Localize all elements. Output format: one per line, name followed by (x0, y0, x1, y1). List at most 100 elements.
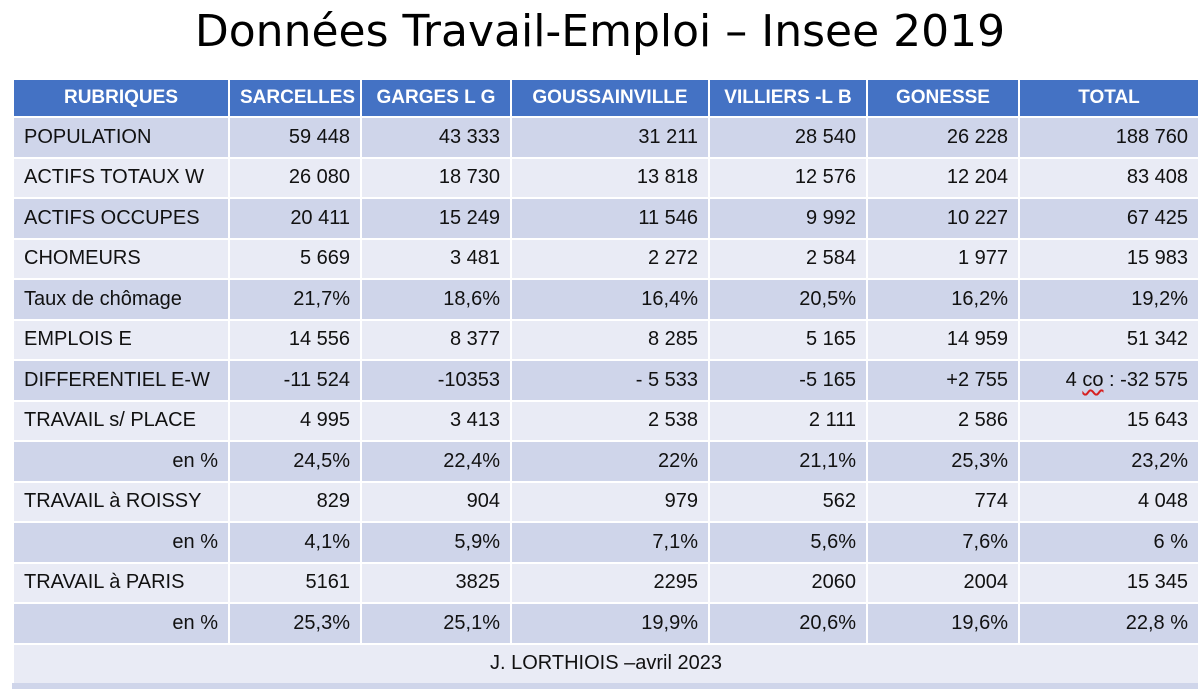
table-cell: 10 227 (866, 197, 1020, 240)
total-cell: 83 408 (1018, 156, 1200, 199)
column-header-sarcelles: SARCELLES (228, 78, 362, 118)
table-cell: 904 (360, 480, 512, 523)
row-label: EMPLOIS E (12, 318, 230, 361)
table-cell: 26 080 (228, 156, 362, 199)
table-row: ACTIFS TOTAUX W 26 080 18 730 13 818 12 … (12, 156, 1200, 199)
table-cell: 2 272 (510, 237, 710, 280)
table-cell: 4,1% (228, 521, 362, 564)
row-label: TRAVAIL à PARIS (12, 561, 230, 604)
total-cell: 188 760 (1018, 116, 1200, 159)
table-cell: - 5 533 (510, 359, 710, 402)
table-cell: 18,6% (360, 278, 512, 321)
table-cell: 829 (228, 480, 362, 523)
table-cell: 3 413 (360, 399, 512, 442)
table-cell: 13 818 (510, 156, 710, 199)
table-cell: 20 411 (228, 197, 362, 240)
table-row: ACTIFS OCCUPES 20 411 15 249 11 546 9 99… (12, 197, 1200, 240)
table-cell: 28 540 (708, 116, 868, 159)
table-cell: 22% (510, 440, 710, 483)
data-table: RUBRIQUES SARCELLES GARGES L G GOUSSAINV… (12, 78, 1200, 685)
table-row: en % 24,5% 22,4% 22% 21,1% 25,3% 23,2% (12, 440, 1200, 483)
table-cell: 26 228 (866, 116, 1020, 159)
total-prefix: 4 (1065, 368, 1083, 391)
table-cell: 3825 (360, 561, 512, 604)
table-cell: 8 377 (360, 318, 512, 361)
row-label: POPULATION (12, 116, 230, 159)
table-row: TRAVAIL à PARIS 5161 3825 2295 2060 2004… (12, 561, 1200, 604)
total-cell: 15 643 (1018, 399, 1200, 442)
table-cell: 22,4% (360, 440, 512, 483)
table-cell: 25,3% (866, 440, 1020, 483)
total-cell: 4 048 (1018, 480, 1200, 523)
table-cell: 12 204 (866, 156, 1020, 199)
total-cell: 19,2% (1018, 278, 1200, 321)
table-row: Taux de chômage 21,7% 18,6% 16,4% 20,5% … (12, 278, 1200, 321)
author-credit: J. LORTHIOIS –avril 2023 (12, 642, 1200, 685)
table-cell: 562 (708, 480, 868, 523)
header-row: RUBRIQUES SARCELLES GARGES L G GOUSSAINV… (12, 78, 1200, 118)
table-cell: 8 285 (510, 318, 710, 361)
table-cell: 4 995 (228, 399, 362, 442)
table-cell: 2 111 (708, 399, 868, 442)
table-row: CHOMEURS 5 669 3 481 2 272 2 584 1 977 1… (12, 237, 1200, 280)
column-header-goussainville: GOUSSAINVILLE (510, 78, 710, 118)
column-header-total: TOTAL (1018, 78, 1200, 118)
table-cell: 21,7% (228, 278, 362, 321)
row-label: en % (12, 602, 230, 645)
table-cell: 5,9% (360, 521, 512, 564)
table-cell: 15 249 (360, 197, 512, 240)
table-row: POPULATION 59 448 43 333 31 211 28 540 2… (12, 116, 1200, 159)
table-cell: 16,4% (510, 278, 710, 321)
table-cell: 19,9% (510, 602, 710, 645)
table-cell: 1 977 (866, 237, 1020, 280)
table-cell: -10353 (360, 359, 512, 402)
table-cell: +2 755 (866, 359, 1020, 402)
page-title: Données Travail-Emploi – Insee 2019 (194, 6, 1006, 57)
total-cell: 23,2% (1018, 440, 1200, 483)
table-cell: 18 730 (360, 156, 512, 199)
total-cell: 15 983 (1018, 237, 1200, 280)
table-cell: 5 165 (708, 318, 868, 361)
column-header-villiers: VILLIERS -L B (708, 78, 868, 118)
table-cell: 21,1% (708, 440, 868, 483)
table-cell: -5 165 (708, 359, 868, 402)
total-cell: 22,8 % (1018, 602, 1200, 645)
total-cell: 15 345 (1018, 561, 1200, 604)
total-cell: 51 342 (1018, 318, 1200, 361)
table-cell: 2060 (708, 561, 868, 604)
table-cell: 12 576 (708, 156, 868, 199)
table-cell: 3 481 (360, 237, 512, 280)
spellcheck-marked-word: co (1082, 368, 1104, 391)
table-cell: 5161 (228, 561, 362, 604)
table-cell: 16,2% (866, 278, 1020, 321)
table-row: en % 4,1% 5,9% 7,1% 5,6% 7,6% 6 % (12, 521, 1200, 564)
row-label: TRAVAIL à ROISSY (12, 480, 230, 523)
table-cell: 5,6% (708, 521, 868, 564)
column-header-gonesse: GONESSE (866, 78, 1020, 118)
total-cell: 67 425 (1018, 197, 1200, 240)
table-cell: 20,6% (708, 602, 868, 645)
total-cell: 6 % (1018, 521, 1200, 564)
row-label: en % (12, 440, 230, 483)
table-cell: 2 538 (510, 399, 710, 442)
table-row: DIFFERENTIEL E-W -11 524 -10353 - 5 533 … (12, 359, 1200, 402)
table-row: TRAVAIL s/ PLACE 4 995 3 413 2 538 2 111… (12, 399, 1200, 442)
table-cell: 2 586 (866, 399, 1020, 442)
table-cell: 31 211 (510, 116, 710, 159)
table-cell: 979 (510, 480, 710, 523)
table-continuation (12, 683, 1198, 689)
table-cell: 7,6% (866, 521, 1020, 564)
table-cell: -11 524 (228, 359, 362, 402)
table-cell: 5 669 (228, 237, 362, 280)
table-cell: 2 584 (708, 237, 868, 280)
row-label: ACTIFS TOTAUX W (12, 156, 230, 199)
table-cell: 14 959 (866, 318, 1020, 361)
table-row: en % 25,3% 25,1% 19,9% 20,6% 19,6% 22,8 … (12, 602, 1200, 645)
table-cell: 25,3% (228, 602, 362, 645)
footer-row: J. LORTHIOIS –avril 2023 (12, 642, 1200, 685)
table-cell: 2004 (866, 561, 1020, 604)
table-cell: 43 333 (360, 116, 512, 159)
table-cell: 2295 (510, 561, 710, 604)
table-cell: 9 992 (708, 197, 868, 240)
row-label: DIFFERENTIEL E-W (12, 359, 230, 402)
